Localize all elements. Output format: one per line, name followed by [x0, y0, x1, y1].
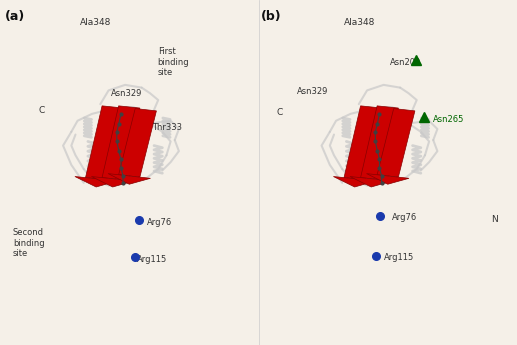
Text: Arg115: Arg115 — [384, 253, 414, 262]
Polygon shape — [350, 177, 392, 187]
Text: Arg76: Arg76 — [392, 213, 417, 222]
Text: Asn265: Asn265 — [433, 115, 465, 124]
Text: (a): (a) — [5, 10, 25, 23]
Polygon shape — [102, 106, 140, 180]
Text: Asn329: Asn329 — [297, 87, 329, 96]
Polygon shape — [360, 106, 399, 180]
Polygon shape — [377, 109, 415, 177]
Text: First
binding
site: First binding site — [158, 47, 189, 77]
Text: C: C — [277, 108, 283, 117]
Text: Asn329: Asn329 — [111, 89, 143, 98]
Text: Ala348: Ala348 — [80, 18, 112, 27]
Text: Arg115: Arg115 — [137, 255, 168, 264]
Text: Thr333: Thr333 — [153, 123, 183, 132]
Text: Asn209: Asn209 — [390, 58, 421, 67]
Polygon shape — [333, 177, 376, 187]
Text: Ala348: Ala348 — [344, 18, 375, 27]
Text: Second
binding
site: Second binding site — [13, 228, 44, 258]
Polygon shape — [92, 177, 134, 187]
Polygon shape — [75, 177, 117, 187]
Polygon shape — [118, 109, 157, 177]
Polygon shape — [85, 106, 124, 180]
Text: Arg76: Arg76 — [147, 218, 173, 227]
Polygon shape — [344, 106, 382, 180]
Polygon shape — [367, 174, 409, 184]
Polygon shape — [108, 174, 150, 184]
Text: N: N — [491, 215, 498, 224]
Text: (b): (b) — [261, 10, 282, 23]
Text: C: C — [39, 106, 45, 115]
